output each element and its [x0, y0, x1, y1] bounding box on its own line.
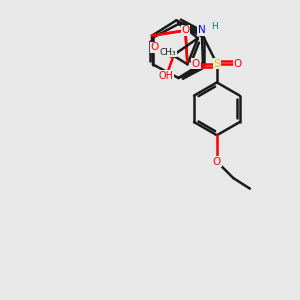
- Text: N: N: [198, 25, 206, 35]
- Text: H: H: [211, 22, 218, 31]
- Text: O: O: [150, 42, 158, 52]
- Text: CH₃: CH₃: [160, 48, 176, 57]
- Text: O: O: [181, 26, 190, 35]
- Text: O: O: [213, 157, 221, 166]
- Text: OH: OH: [159, 71, 174, 81]
- Text: O: O: [234, 59, 242, 69]
- Text: O: O: [192, 59, 200, 69]
- Text: S: S: [213, 59, 220, 69]
